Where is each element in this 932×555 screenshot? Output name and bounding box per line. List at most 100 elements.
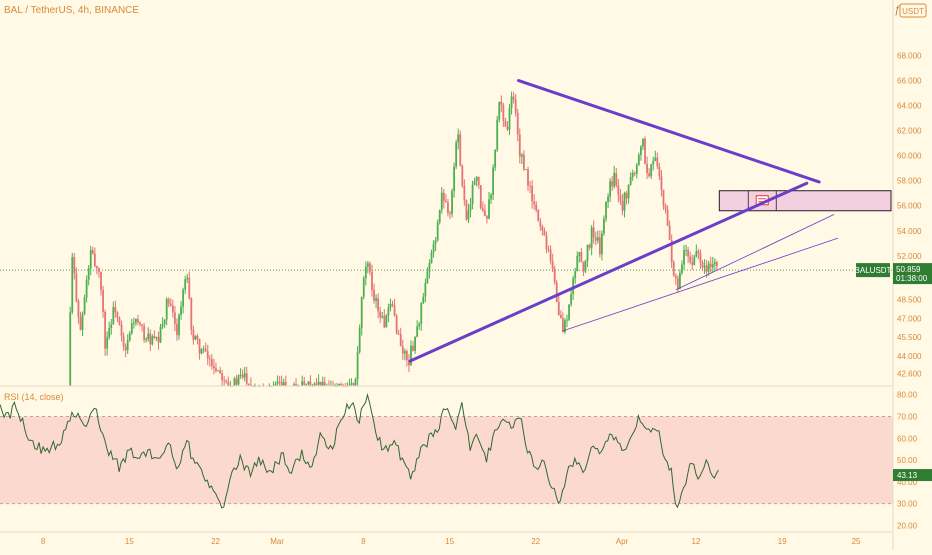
candle-body [303,381,306,385]
candle [646,156,648,179]
candle-body [586,244,589,261]
candle [110,319,113,335]
price-tick-label: 42.600 [897,369,922,378]
symbol-tag: BALUSDT [855,266,892,275]
candle-body [128,333,131,341]
candle-body [387,307,390,316]
candle [122,332,125,351]
flag-icon[interactable] [747,190,777,211]
candle-body [488,199,490,219]
candle [611,176,614,191]
rsi-line [0,392,719,509]
candle [323,376,326,386]
candle-body [617,185,620,196]
candle-body [180,306,182,315]
candle-body [707,263,710,272]
candle-body [625,192,628,199]
candle-body [274,383,277,386]
candle-body [594,237,597,241]
candle-body [340,384,343,386]
candle-body [666,209,669,226]
candle [457,128,460,150]
candle-body [490,194,492,200]
candle [590,225,593,256]
candle [243,366,246,382]
candle-body [640,146,642,155]
candle [561,312,564,333]
time-tick-label: 12 [691,537,700,546]
time-axis[interactable]: 8 15 22 Mar 8 15 22 Apr 12 19 25 [41,537,861,546]
menu-glyph-icon[interactable]: ƒ [894,4,900,16]
rsi-legend[interactable]: RSI (14, close) [4,392,64,402]
candle-body [715,262,718,266]
candle-body [545,235,548,250]
candle-body [71,257,74,313]
support-trendline[interactable] [562,237,838,332]
candle [369,261,371,276]
candle-body [379,311,382,318]
candle [426,267,429,284]
symbol-legend[interactable]: BAL / TetherUS, 4h, BINANCE [4,5,139,16]
candle [691,254,694,270]
candle-body [646,163,648,174]
candle-body [235,378,238,385]
candle-body [457,134,460,143]
candle [145,336,148,343]
candle-body [650,164,653,177]
candle [194,334,197,341]
candle [564,317,566,334]
candle [444,193,447,203]
candle [303,376,306,386]
candle [650,163,653,180]
candle-body [512,96,515,100]
candle-body [126,340,129,351]
resistance-zone[interactable] [718,190,892,212]
candle [182,287,185,314]
candle-body [110,324,113,328]
candle-body [449,213,451,214]
candle [414,336,416,354]
candle [654,150,657,162]
candle-body [705,265,708,272]
candle-body [518,134,521,157]
candle-body [701,262,704,268]
candle [91,246,94,255]
candle-body [190,298,193,330]
candle-body [225,380,228,383]
candle-body [98,268,100,272]
candle-body [531,185,534,202]
candle [362,276,365,300]
candle-body [206,351,209,359]
currency-badge[interactable] [899,3,927,18]
candle-body [399,334,402,346]
rsi-tick-label: 80.00 [897,391,918,400]
support-trendline[interactable] [675,214,835,291]
triangle-trendline[interactable] [408,181,809,363]
candle [555,280,558,303]
candle-body [350,383,353,385]
bar-countdown: 01:38:00 [896,274,928,283]
candle-body [566,319,568,321]
candle-body [204,348,207,352]
price-tick-label: 58.000 [897,177,922,186]
candle-body [243,373,246,378]
candle-body [668,225,671,240]
price-tick-label: 54.000 [897,227,922,236]
candle [153,330,156,340]
candle-body [79,317,82,330]
candle-body [371,271,373,290]
candle [192,325,195,345]
candle [586,244,589,268]
rsi-axis[interactable]: 20.00 30.00 40.00 50.00 60.00 70.00 80.00 [897,391,918,531]
triangle-trendline[interactable] [517,79,821,184]
candle-body [711,264,714,268]
candle-body [502,104,505,121]
candle-body [525,169,527,171]
candle [358,324,361,354]
candle-body [321,381,324,386]
candle [598,230,601,258]
candle-body [149,333,152,345]
candle-body [280,381,283,386]
